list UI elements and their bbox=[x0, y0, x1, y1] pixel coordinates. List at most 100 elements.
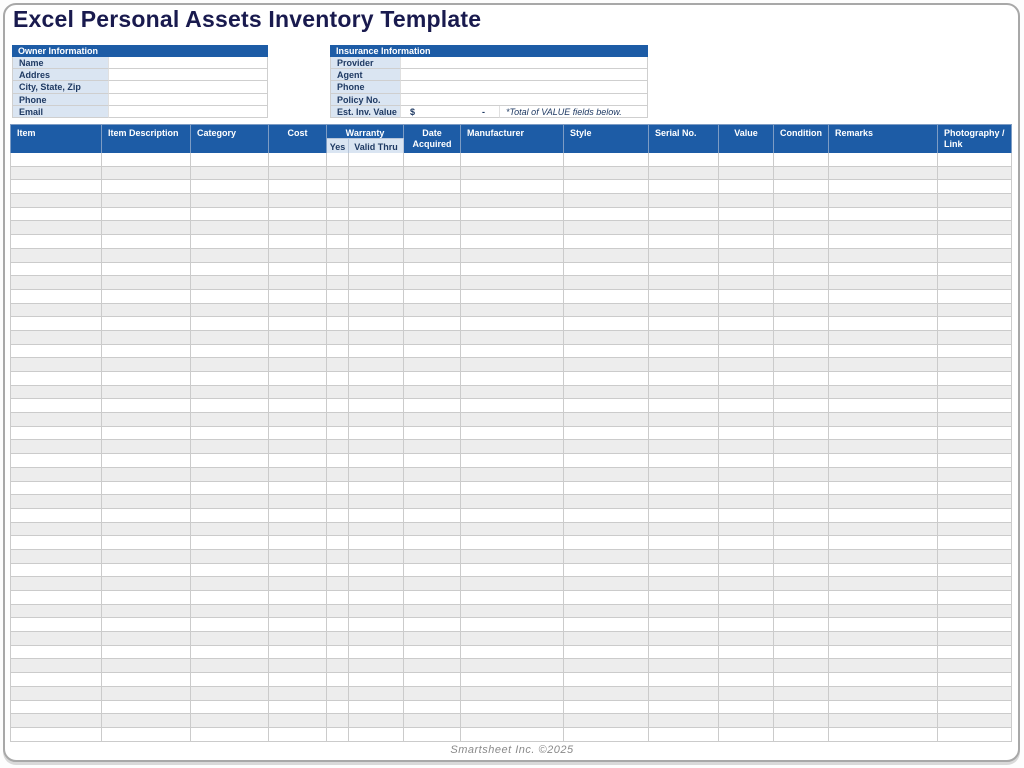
table-cell[interactable] bbox=[938, 714, 1012, 728]
table-cell[interactable] bbox=[191, 289, 269, 304]
table-cell[interactable] bbox=[102, 536, 191, 550]
table-cell[interactable] bbox=[461, 536, 564, 550]
table-cell[interactable] bbox=[269, 289, 327, 304]
table-cell[interactable] bbox=[564, 632, 649, 646]
table-cell[interactable] bbox=[10, 166, 102, 181]
table-cell[interactable] bbox=[649, 714, 719, 728]
table-cell[interactable] bbox=[191, 330, 269, 345]
table-cell[interactable] bbox=[102, 577, 191, 591]
table-cell[interactable] bbox=[649, 153, 719, 167]
table-cell[interactable] bbox=[649, 522, 719, 537]
table-cell[interactable] bbox=[938, 166, 1012, 181]
table-cell[interactable] bbox=[774, 467, 829, 482]
table-cell[interactable] bbox=[327, 467, 349, 482]
table-cell[interactable] bbox=[649, 426, 719, 441]
table-cell[interactable] bbox=[191, 604, 269, 619]
table-cell[interactable] bbox=[404, 536, 461, 550]
table-cell[interactable] bbox=[191, 166, 269, 181]
table-cell[interactable] bbox=[102, 714, 191, 728]
table-cell[interactable] bbox=[719, 330, 774, 345]
table-cell[interactable] bbox=[719, 673, 774, 687]
table-cell[interactable] bbox=[327, 166, 349, 181]
table-cell[interactable] bbox=[102, 344, 191, 359]
table-cell[interactable] bbox=[327, 235, 349, 249]
table-cell[interactable] bbox=[191, 659, 269, 674]
table-cell[interactable] bbox=[327, 522, 349, 537]
table-cell[interactable] bbox=[649, 454, 719, 468]
table-cell[interactable] bbox=[829, 632, 938, 646]
table-cell[interactable] bbox=[938, 153, 1012, 167]
table-cell[interactable] bbox=[349, 536, 404, 550]
table-cell[interactable] bbox=[404, 413, 461, 427]
table-cell[interactable] bbox=[349, 235, 404, 249]
table-cell[interactable] bbox=[327, 686, 349, 701]
table-cell[interactable] bbox=[938, 495, 1012, 509]
table-cell[interactable] bbox=[829, 563, 938, 578]
table-cell[interactable] bbox=[829, 686, 938, 701]
table-cell[interactable] bbox=[564, 166, 649, 181]
table-cell[interactable] bbox=[10, 303, 102, 318]
table-cell[interactable] bbox=[10, 399, 102, 414]
table-cell[interactable] bbox=[269, 645, 327, 660]
table-cell[interactable] bbox=[349, 207, 404, 222]
table-cell[interactable] bbox=[269, 221, 327, 236]
table-cell[interactable] bbox=[10, 467, 102, 482]
table-cell[interactable] bbox=[649, 618, 719, 633]
table-cell[interactable] bbox=[327, 495, 349, 509]
table-cell[interactable] bbox=[349, 522, 404, 537]
table-cell[interactable] bbox=[327, 221, 349, 236]
table-cell[interactable] bbox=[349, 344, 404, 359]
table-cell[interactable] bbox=[649, 166, 719, 181]
table-cell[interactable] bbox=[269, 563, 327, 578]
table-cell[interactable] bbox=[719, 714, 774, 728]
table-cell[interactable] bbox=[191, 481, 269, 496]
table-cell[interactable] bbox=[564, 426, 649, 441]
table-cell[interactable] bbox=[404, 591, 461, 605]
table-cell[interactable] bbox=[102, 385, 191, 400]
table-cell[interactable] bbox=[564, 577, 649, 591]
table-cell[interactable] bbox=[774, 413, 829, 427]
table-cell[interactable] bbox=[349, 426, 404, 441]
table-cell[interactable] bbox=[349, 399, 404, 414]
table-cell[interactable] bbox=[10, 289, 102, 304]
table-cell[interactable] bbox=[102, 549, 191, 564]
table-cell[interactable] bbox=[191, 440, 269, 455]
table-cell[interactable] bbox=[404, 235, 461, 249]
insurance-est-value-cell[interactable]: $ - bbox=[400, 105, 500, 118]
table-cell[interactable] bbox=[349, 385, 404, 400]
table-cell[interactable] bbox=[564, 372, 649, 386]
table-cell[interactable] bbox=[349, 262, 404, 277]
table-cell[interactable] bbox=[719, 221, 774, 236]
table-cell[interactable] bbox=[327, 385, 349, 400]
table-cell[interactable] bbox=[564, 194, 649, 208]
table-cell[interactable] bbox=[349, 289, 404, 304]
table-cell[interactable] bbox=[191, 714, 269, 728]
table-cell[interactable] bbox=[564, 248, 649, 263]
table-cell[interactable] bbox=[829, 194, 938, 208]
table-cell[interactable] bbox=[349, 495, 404, 509]
table-cell[interactable] bbox=[829, 700, 938, 715]
table-cell[interactable] bbox=[269, 495, 327, 509]
table-cell[interactable] bbox=[461, 495, 564, 509]
table-cell[interactable] bbox=[10, 508, 102, 523]
table-cell[interactable] bbox=[327, 700, 349, 715]
table-cell[interactable] bbox=[461, 289, 564, 304]
table-cell[interactable] bbox=[191, 221, 269, 236]
table-cell[interactable] bbox=[10, 604, 102, 619]
table-cell[interactable] bbox=[269, 549, 327, 564]
table-cell[interactable] bbox=[10, 372, 102, 386]
table-cell[interactable] bbox=[938, 645, 1012, 660]
table-cell[interactable] bbox=[719, 276, 774, 290]
table-cell[interactable] bbox=[102, 563, 191, 578]
table-cell[interactable] bbox=[349, 180, 404, 195]
table-cell[interactable] bbox=[269, 248, 327, 263]
table-cell[interactable] bbox=[404, 221, 461, 236]
table-cell[interactable] bbox=[938, 372, 1012, 386]
table-cell[interactable] bbox=[461, 166, 564, 181]
table-cell[interactable] bbox=[404, 673, 461, 687]
table-cell[interactable] bbox=[564, 563, 649, 578]
table-cell[interactable] bbox=[461, 372, 564, 386]
table-cell[interactable] bbox=[774, 591, 829, 605]
insurance-agent-value[interactable] bbox=[400, 69, 648, 82]
table-cell[interactable] bbox=[829, 727, 938, 742]
